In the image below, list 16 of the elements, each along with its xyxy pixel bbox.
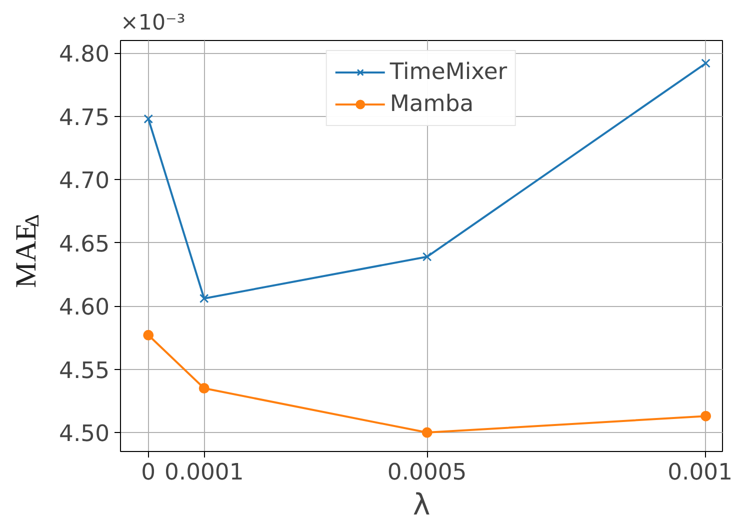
x-tick-label: 0.0005 <box>387 460 467 486</box>
legend-label: TimeMixer <box>390 59 508 85</box>
x-axis-title: λ <box>412 488 430 522</box>
y-tick-label: 4.65 <box>59 231 110 258</box>
y-axis-title: MAEΔ <box>10 214 44 288</box>
y-tick-label: 4.75 <box>59 104 110 131</box>
legend-label: Mamba <box>390 91 474 117</box>
y-tick-label: 4.55 <box>59 358 110 384</box>
y-tick-label: 4.70 <box>59 168 110 194</box>
x-tick-label: 0.001 <box>668 460 732 486</box>
y-tick-label: 4.50 <box>59 421 110 448</box>
x-tick-label: 0 <box>141 460 156 486</box>
y-tick-label: 4.60 <box>59 294 110 321</box>
text: ×10⁻³ <box>120 10 186 36</box>
x-tick-label: 0.0001 <box>164 460 244 486</box>
y-tick-label: 4.80 <box>59 42 110 68</box>
